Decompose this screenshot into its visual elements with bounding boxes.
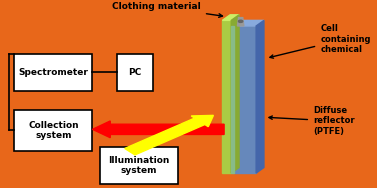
FancyArrow shape xyxy=(92,121,224,138)
Polygon shape xyxy=(222,20,231,173)
Polygon shape xyxy=(234,26,256,173)
Polygon shape xyxy=(231,15,239,173)
FancyBboxPatch shape xyxy=(100,147,178,184)
Text: Diffuse
reflector
(PTFE): Diffuse reflector (PTFE) xyxy=(269,106,355,136)
Polygon shape xyxy=(234,20,264,26)
Text: Illumination
system: Illumination system xyxy=(108,156,169,175)
Polygon shape xyxy=(231,26,234,173)
Text: Cell
containing
chemical: Cell containing chemical xyxy=(270,24,371,58)
Polygon shape xyxy=(256,20,264,173)
Polygon shape xyxy=(238,18,244,26)
Text: PC: PC xyxy=(129,68,142,77)
Circle shape xyxy=(239,20,243,22)
Text: Spectrometer: Spectrometer xyxy=(18,68,88,77)
Polygon shape xyxy=(222,15,239,20)
FancyArrow shape xyxy=(125,115,213,155)
FancyBboxPatch shape xyxy=(14,110,92,151)
Text: Collection
system: Collection system xyxy=(28,121,79,140)
Text: Clothing material: Clothing material xyxy=(112,2,222,17)
FancyBboxPatch shape xyxy=(117,54,153,91)
FancyBboxPatch shape xyxy=(14,54,92,91)
